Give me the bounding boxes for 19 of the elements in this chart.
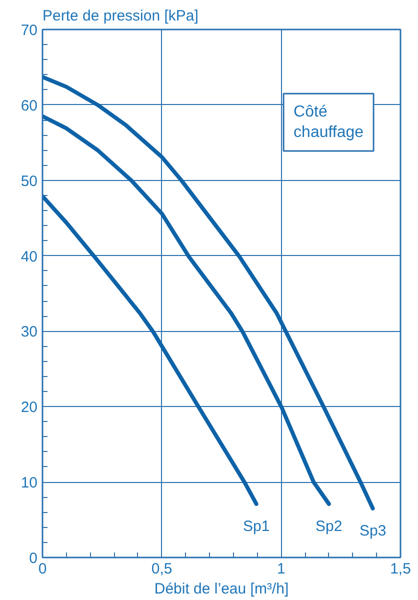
x-tick-label: 1,5 [390,560,411,578]
y-tick-label: 0 [29,550,38,567]
line-series [42,194,258,506]
y-tick-label: 60 [20,97,38,114]
series-label: Sp2 [316,518,342,535]
y-tick-label: 30 [20,324,38,341]
y-axis-title: Perte de pression [kPa] [42,8,198,24]
y-tick-label: 20 [20,399,38,416]
x-tick-label: 0,5 [151,560,172,578]
line-series [42,75,375,510]
annotation: Côté chauffage [294,104,364,142]
x-axis-title: Débit de l’eau [m³/h] [154,580,289,598]
y-tick-label: 50 [20,172,38,190]
x-tick-label: 1 [276,560,286,578]
y-tick-label: 70 [20,22,38,39]
y-tick-label: 40 [20,248,38,266]
series-label: Sp1 [243,518,270,535]
series-label: Sp3 [359,522,386,540]
y-tick-label: 10 [20,474,38,492]
